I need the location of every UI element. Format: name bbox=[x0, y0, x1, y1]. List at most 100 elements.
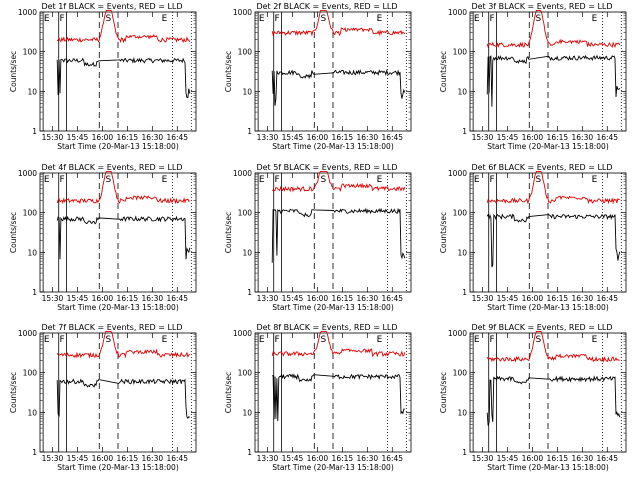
marker-label: F bbox=[490, 335, 495, 345]
marker-label: E bbox=[474, 335, 480, 345]
chart-title: Det 3f BLACK = Events, RED = LLD bbox=[471, 2, 612, 11]
x-tick-label: 15:45 bbox=[497, 294, 519, 303]
marker-label: E bbox=[377, 14, 383, 24]
marker-label: E bbox=[259, 14, 265, 24]
y-tick-label: 10 bbox=[457, 87, 467, 96]
x-tick-label: 15:45 bbox=[282, 133, 304, 142]
marker-label: F bbox=[490, 175, 495, 185]
chart-panel-9: Det 9f BLACK = Events, RED = LLD 1 10 100 10… bbox=[439, 323, 627, 472]
x-axis-label: Start Time (20-Mar-13 15:18:00) bbox=[57, 303, 179, 312]
marker-label: S bbox=[106, 175, 112, 185]
series-line-lld bbox=[486, 170, 620, 205]
y-axis-label: Counts/sec bbox=[439, 212, 448, 253]
y-tick-label: 1 bbox=[462, 288, 467, 297]
y-tick-label: 1 bbox=[247, 448, 252, 457]
x-tick-label: 16:30 bbox=[142, 294, 164, 303]
chart-title: Det 1f BLACK = Events, RED = LLD bbox=[41, 2, 182, 11]
x-tick-label: 16:15 bbox=[547, 454, 569, 463]
y-tick-label: 10 bbox=[457, 408, 467, 417]
y-tick-label: 10 bbox=[27, 87, 37, 96]
x-tick-label: 16:00 bbox=[92, 454, 114, 463]
y-tick-label: 1 bbox=[247, 288, 252, 297]
y-tick-label: 100 bbox=[238, 369, 253, 378]
x-tick-label: 16:45 bbox=[596, 133, 618, 142]
x-tick-label: 15:45 bbox=[67, 294, 89, 303]
y-tick-label: 100 bbox=[453, 369, 468, 378]
y-tick-label: 100 bbox=[23, 369, 38, 378]
y-tick-label: 100 bbox=[23, 48, 38, 57]
marker-label: E bbox=[474, 175, 480, 185]
x-tick-label: 15:30 bbox=[472, 294, 494, 303]
marker-label: S bbox=[321, 14, 327, 24]
marker-label: F bbox=[490, 14, 495, 24]
x-axis-label: Start Time (20-Mar-13 15:18:00) bbox=[57, 142, 179, 151]
y-tick-label: 100 bbox=[238, 48, 253, 57]
marker-label: E bbox=[259, 175, 265, 185]
chart-panel-3: Det 3f BLACK = Events, RED = LLD 1 10 100 10… bbox=[439, 2, 627, 151]
marker-label: S bbox=[536, 175, 542, 185]
marker-label: E bbox=[592, 14, 598, 24]
series-line-events bbox=[486, 54, 621, 107]
y-tick-label: 10 bbox=[242, 248, 252, 257]
x-tick-label: 16:30 bbox=[572, 133, 594, 142]
x-tick-label: 16:00 bbox=[92, 294, 114, 303]
x-tick-label: 16:15 bbox=[332, 294, 354, 303]
y-tick-label: 1000 bbox=[18, 8, 37, 17]
x-tick-label: 15:45 bbox=[282, 454, 304, 463]
x-tick-label: 15:45 bbox=[497, 133, 519, 142]
x-tick-label: 16:30 bbox=[142, 133, 164, 142]
series-line-lld bbox=[486, 9, 621, 49]
series-line-events bbox=[486, 213, 621, 268]
x-tick-label: 13:30 bbox=[257, 294, 279, 303]
chart-title: Det 7f BLACK = Events, RED = LLD bbox=[41, 323, 182, 332]
series-line-events bbox=[56, 56, 191, 98]
x-tick-label: 16:45 bbox=[166, 294, 188, 303]
x-tick-label: 16:15 bbox=[547, 294, 569, 303]
chart-title: Det 9f BLACK = Events, RED = LLD bbox=[471, 323, 612, 332]
chart-panel-2: Det 2f BLACK = Events, RED = LLD 1 10 100 10… bbox=[224, 2, 412, 151]
x-tick-label: 16:45 bbox=[166, 133, 188, 142]
x-tick-label: 16:30 bbox=[572, 294, 594, 303]
marker-label: S bbox=[321, 335, 327, 345]
y-tick-label: 1000 bbox=[233, 8, 252, 17]
y-tick-label: 1000 bbox=[448, 8, 467, 17]
x-axis-label: Start Time (20-Mar-13 15:18:00) bbox=[487, 463, 609, 472]
marker-label: E bbox=[259, 335, 265, 345]
x-tick-label: 15:45 bbox=[67, 133, 89, 142]
y-tick-label: 1000 bbox=[18, 329, 37, 338]
marker-label: E bbox=[44, 335, 50, 345]
x-tick-label: 15:30 bbox=[42, 294, 64, 303]
x-axis-label: Start Time (20-Mar-13 15:18:00) bbox=[272, 142, 394, 151]
series-line-events bbox=[486, 375, 621, 426]
x-tick-label: 16:00 bbox=[522, 454, 544, 463]
x-tick-label: 15:45 bbox=[497, 454, 519, 463]
marker-label: E bbox=[592, 175, 598, 185]
y-axis-label: Counts/sec bbox=[224, 372, 233, 413]
y-tick-label: 1000 bbox=[18, 169, 37, 178]
x-axis-label: Start Time (20-Mar-13 15:18:00) bbox=[272, 463, 394, 472]
y-axis-label: Counts/sec bbox=[439, 372, 448, 413]
marker-label: S bbox=[106, 14, 112, 24]
y-axis-label: Counts/sec bbox=[9, 51, 18, 92]
y-tick-label: 1000 bbox=[448, 329, 467, 338]
series-line-lld bbox=[271, 9, 406, 37]
marker-label: E bbox=[44, 175, 50, 185]
chart-panel-6: Det 6f BLACK = Events, RED = LLD 1 10 100 10… bbox=[439, 163, 627, 312]
marker-label: E bbox=[162, 335, 168, 345]
x-tick-label: 15:30 bbox=[472, 133, 494, 142]
x-tick-label: 16:00 bbox=[307, 133, 329, 142]
marker-label: F bbox=[275, 335, 280, 345]
marker-label: S bbox=[106, 335, 112, 345]
y-tick-label: 10 bbox=[457, 248, 467, 257]
marker-label: F bbox=[60, 175, 65, 185]
marker-label: E bbox=[592, 335, 598, 345]
marker-label: S bbox=[321, 175, 327, 185]
series-line-events bbox=[271, 207, 406, 263]
x-tick-label: 16:45 bbox=[596, 294, 618, 303]
y-tick-label: 100 bbox=[453, 209, 468, 218]
chart-title: Det 4f BLACK = Events, RED = LLD bbox=[41, 163, 182, 172]
y-tick-label: 1000 bbox=[448, 169, 467, 178]
x-tick-label: 15:30 bbox=[472, 454, 494, 463]
chart-panel-4: Det 4f BLACK = Events, RED = LLD 1 10 100 10… bbox=[9, 163, 197, 312]
